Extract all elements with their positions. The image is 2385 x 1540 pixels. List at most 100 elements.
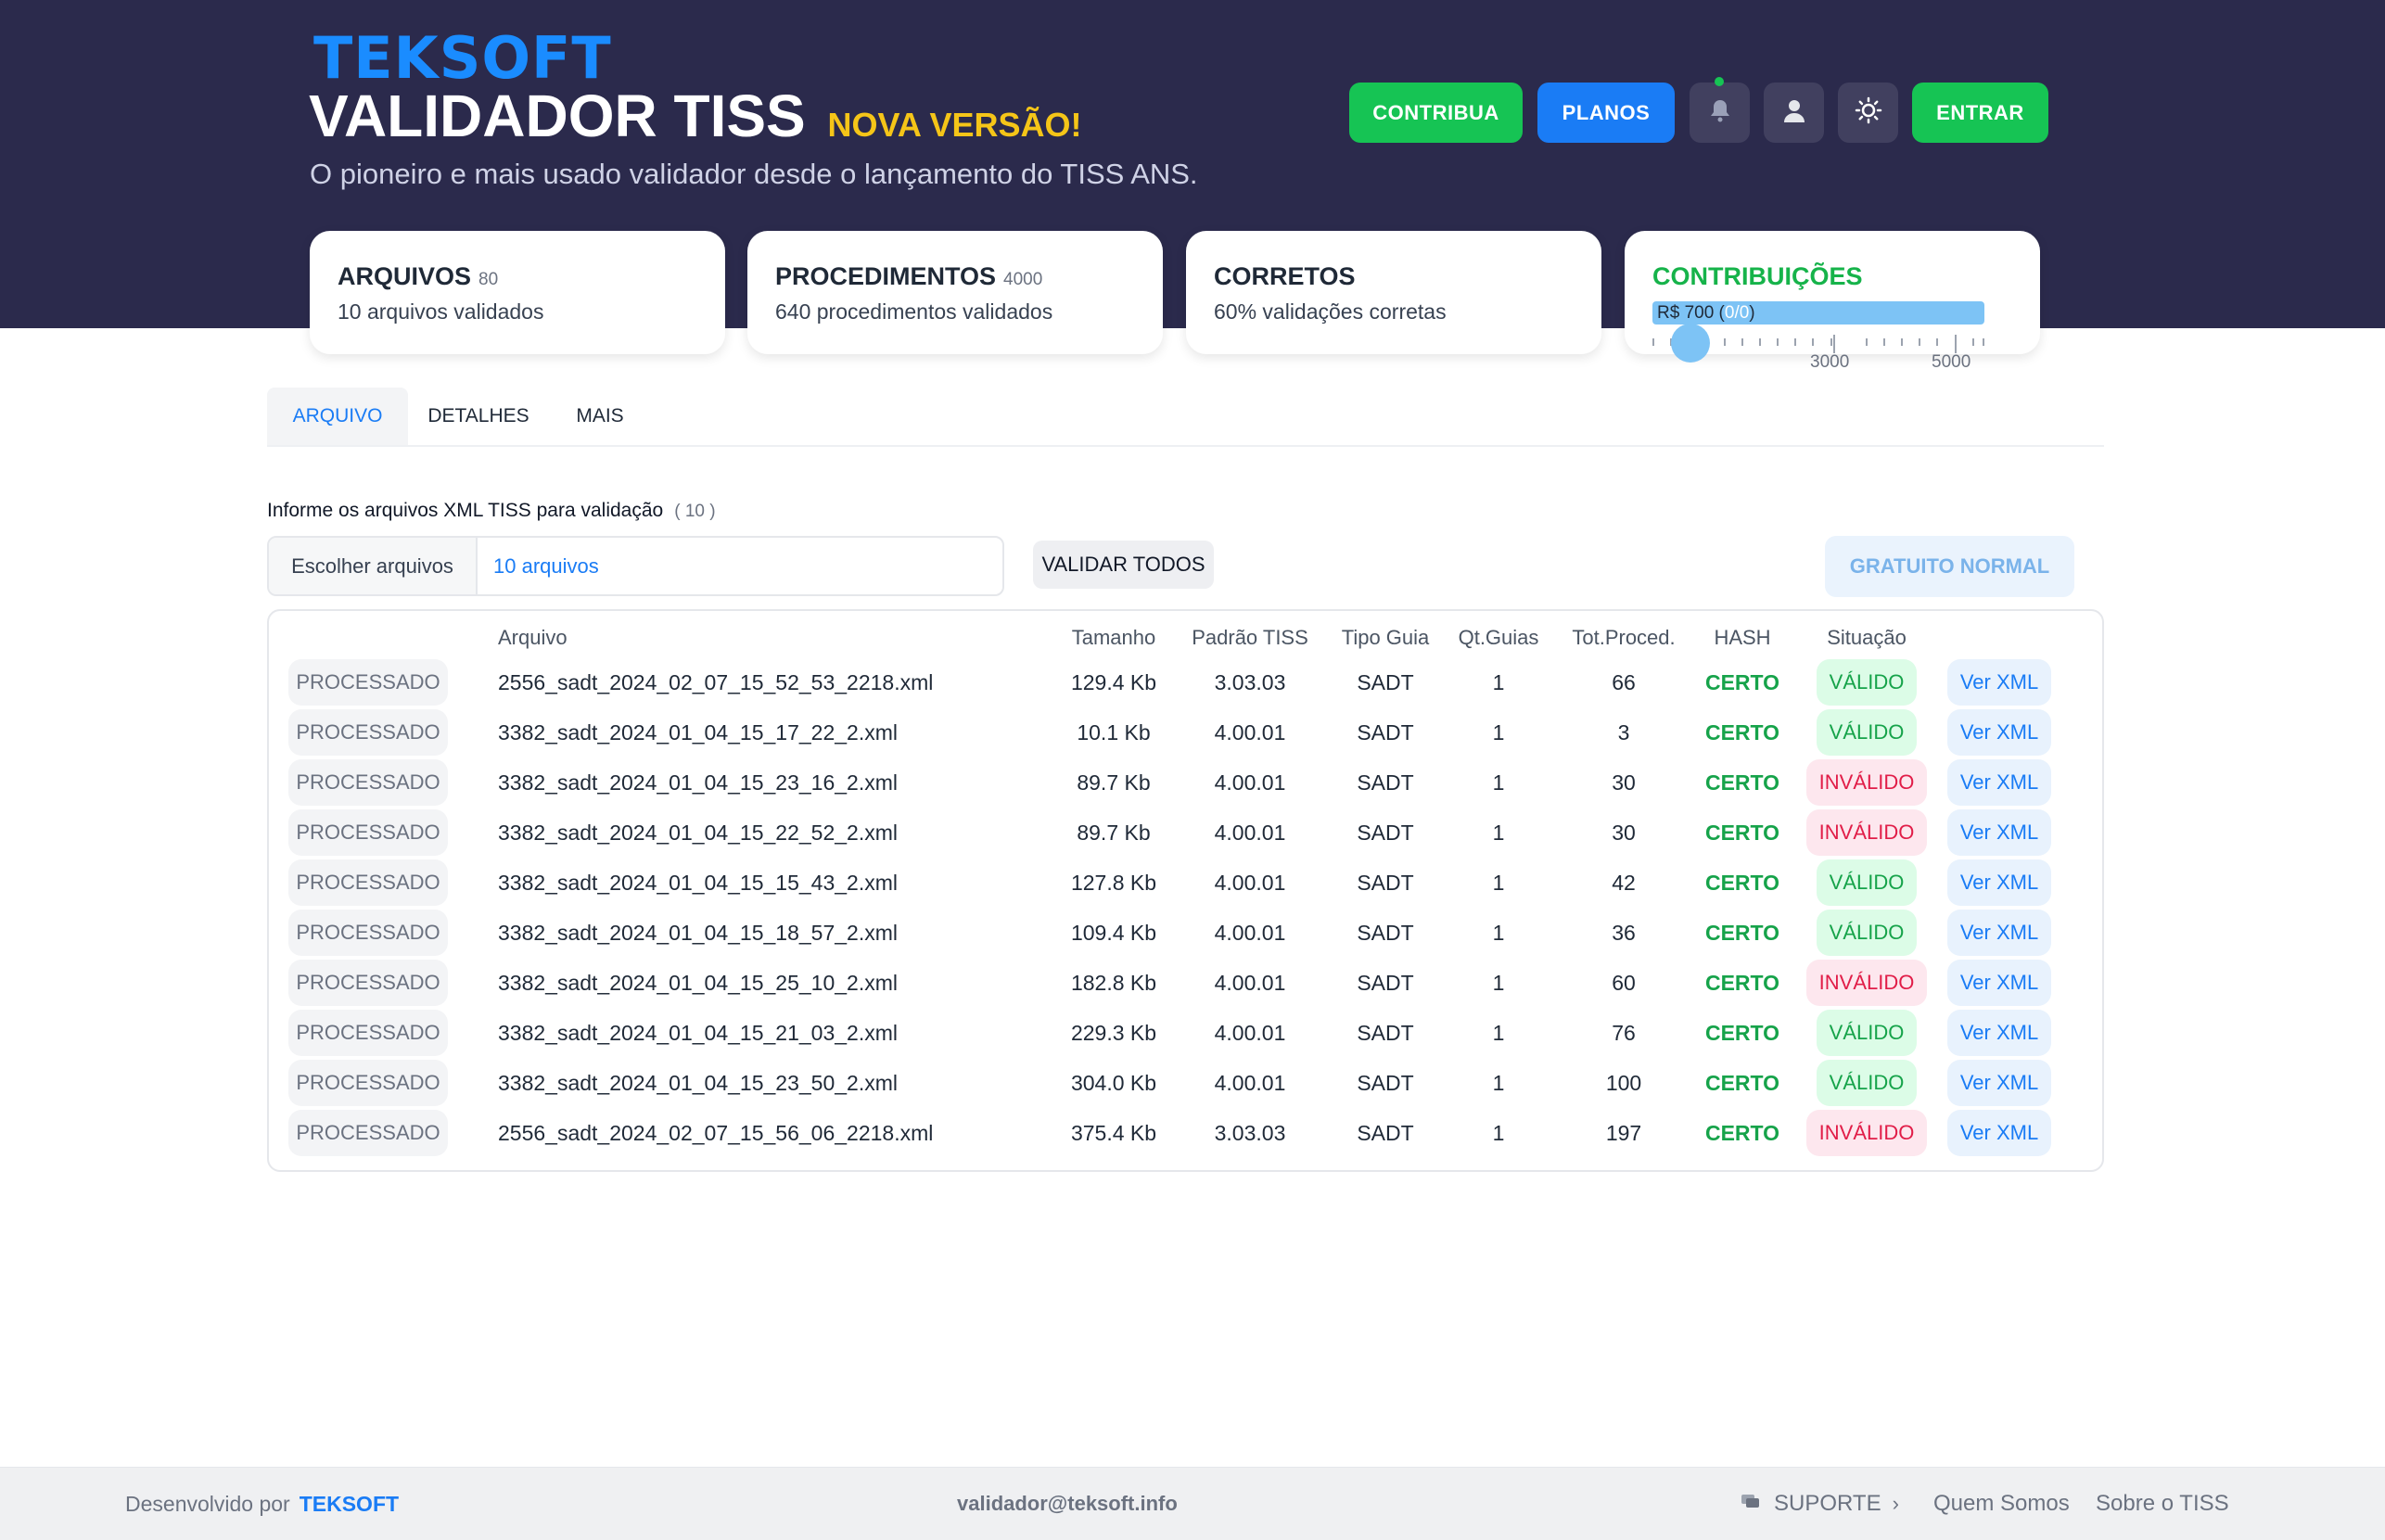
ver-xml-button[interactable]: Ver XML	[1947, 809, 2051, 856]
contribution-slider-thumb[interactable]	[1671, 324, 1710, 363]
upload-label: Informe os arquivos XML TISS para valida…	[267, 500, 716, 522]
notifications-button[interactable]	[1690, 83, 1750, 143]
row-size: 10.1 Kb	[1077, 720, 1151, 745]
row-situacao-badge: INVÁLIDO	[1806, 960, 1927, 1006]
row-qtguias: 1	[1492, 1121, 1505, 1145]
card-corretos: CORRETOS 60% validações corretas	[1186, 231, 1601, 354]
slider-tick	[1901, 338, 1903, 346]
row-status-badge: PROCESSADO	[288, 709, 448, 756]
progress-end: )	[1749, 303, 1755, 323]
slider-tick	[1759, 338, 1761, 346]
row-status-badge: PROCESSADO	[288, 659, 448, 706]
theme-toggle-button[interactable]	[1838, 83, 1898, 143]
ver-xml-button[interactable]: Ver XML	[1947, 859, 2051, 906]
row-tipo: SADT	[1357, 1071, 1414, 1095]
row-situacao-badge: VÁLIDO	[1817, 1010, 1917, 1056]
validate-all-button[interactable]: VALIDAR TODOS	[1033, 541, 1214, 589]
file-input[interactable]: Escolher arquivos 10 arquivos	[267, 536, 1004, 596]
row-qtguias: 1	[1492, 720, 1505, 745]
slider-tick	[1936, 338, 1938, 346]
row-qtguias: 1	[1492, 971, 1505, 995]
tab-detalhes[interactable]: DETALHES	[427, 405, 529, 426]
ver-xml-button[interactable]: Ver XML	[1947, 1010, 2051, 1056]
row-situacao-badge: VÁLIDO	[1817, 859, 1917, 906]
contribua-button[interactable]: CONTRIBUA	[1349, 83, 1523, 143]
ver-xml-button[interactable]: Ver XML	[1947, 659, 2051, 706]
card-arquivos: ARQUIVOS 80 10 arquivos validados	[310, 231, 725, 354]
row-qtguias: 1	[1492, 1021, 1505, 1045]
row-filename: 3382_sadt_2024_01_04_15_18_57_2.xml	[498, 921, 899, 945]
footer-email-link[interactable]: validador@teksoft.info	[957, 1492, 1178, 1515]
ver-xml-button[interactable]: Ver XML	[1947, 709, 2051, 756]
row-filename: 3382_sadt_2024_01_04_15_15_43_2.xml	[498, 871, 899, 895]
row-hash: CERTO	[1704, 821, 1780, 845]
row-totproced: 30	[1612, 821, 1636, 845]
entrar-button[interactable]: ENTRAR	[1912, 83, 2048, 143]
row-hash: CERTO	[1704, 971, 1780, 995]
row-status-badge: PROCESSADO	[288, 759, 448, 806]
card-procedimentos-subtitle: 640 procedimentos validados	[775, 299, 1053, 324]
row-padrao: 4.00.01	[1214, 821, 1286, 845]
row-situacao-badge: INVÁLIDO	[1806, 1110, 1927, 1156]
teksoft-logo[interactable]: TEKSOFT	[313, 24, 612, 92]
column-header-tipo: Tipo Guia	[1341, 626, 1430, 649]
table-row: PROCESSADO 3382_sadt_2024_01_04_15_18_57_…	[0, 908, 2385, 958]
slider-tick	[1983, 338, 1984, 346]
row-filename: 3382_sadt_2024_01_04_15_23_50_2.xml	[498, 1071, 899, 1095]
row-tipo: SADT	[1357, 871, 1414, 895]
ver-xml-button[interactable]: Ver XML	[1947, 960, 2051, 1006]
tab-arquivo[interactable]: ARQUIVO	[267, 388, 408, 445]
row-status-badge: PROCESSADO	[288, 960, 448, 1006]
ver-xml-button[interactable]: Ver XML	[1947, 1110, 2051, 1156]
row-tipo: SADT	[1357, 971, 1414, 995]
card-procedimentos: PROCEDIMENTOS 4000 640 procedimentos vali…	[747, 231, 1163, 354]
ver-xml-button[interactable]: Ver XML	[1947, 910, 2051, 956]
footer-brand-link[interactable]: TEKSOFT	[299, 1492, 400, 1516]
row-tipo: SADT	[1357, 1121, 1414, 1145]
row-size: 375.4 Kb	[1070, 1121, 1157, 1145]
row-size: 182.8 Kb	[1070, 971, 1157, 995]
row-hash: CERTO	[1704, 871, 1780, 895]
ver-xml-button[interactable]: Ver XML	[1947, 759, 2051, 806]
column-header-qtguias: Qt.Guias	[1458, 626, 1539, 649]
slider-tick	[1794, 338, 1796, 346]
slider-label-3000: 3000	[1810, 352, 1850, 372]
ver-xml-button[interactable]: Ver XML	[1947, 1060, 2051, 1106]
row-tipo: SADT	[1357, 821, 1414, 845]
tab-mais[interactable]: MAIS	[576, 405, 624, 426]
row-size: 129.4 Kb	[1070, 670, 1157, 694]
quem-somos-link[interactable]: Quem Somos	[1933, 1491, 2070, 1516]
row-hash: CERTO	[1704, 1021, 1780, 1045]
slider-label-5000: 5000	[1932, 352, 1971, 372]
row-totproced: 100	[1605, 1071, 1642, 1095]
table-row: PROCESSADO 3382_sadt_2024_01_04_15_15_43_…	[0, 858, 2385, 908]
row-filename: 2556_sadt_2024_02_07_15_56_06_2218.xml	[498, 1121, 934, 1145]
row-status-badge: PROCESSADO	[288, 809, 448, 856]
slider-tick	[1972, 338, 1974, 346]
row-padrao: 4.00.01	[1214, 720, 1286, 745]
row-tipo: SADT	[1357, 1021, 1414, 1045]
planos-button[interactable]: PLANOS	[1537, 83, 1675, 143]
sobre-tiss-link[interactable]: Sobre o TISS	[2096, 1491, 2229, 1516]
row-totproced: 66	[1612, 670, 1636, 694]
plan-button[interactable]: GRATUITO NORMAL	[1825, 536, 2074, 597]
row-totproced: 36	[1612, 921, 1636, 945]
row-padrao: 4.00.01	[1214, 871, 1286, 895]
column-header-situacao: Situação	[1827, 626, 1907, 649]
row-tipo: SADT	[1357, 720, 1414, 745]
progress-count: 0/0	[1724, 303, 1750, 323]
row-status-badge: PROCESSADO	[288, 1060, 448, 1106]
row-tipo: SADT	[1357, 921, 1414, 945]
suporte-link[interactable]: SUPORTE ›	[1741, 1468, 1899, 1540]
user-button[interactable]	[1764, 83, 1824, 143]
row-filename: 3382_sadt_2024_01_04_15_22_52_2.xml	[498, 821, 899, 845]
slider-tick	[1812, 338, 1814, 346]
row-status-badge: PROCESSADO	[288, 1010, 448, 1056]
table-row: PROCESSADO 3382_sadt_2024_01_04_15_17_22_…	[0, 707, 2385, 757]
upload-label-text: Informe os arquivos XML TISS para valida…	[267, 500, 664, 521]
row-size: 89.7 Kb	[1077, 770, 1151, 795]
page-title: VALIDADOR TISS NOVA VERSÃO!	[309, 82, 1082, 150]
row-size: 127.8 Kb	[1070, 871, 1157, 895]
slider-tick	[1955, 335, 1957, 353]
choose-files-button[interactable]: Escolher arquivos	[269, 538, 478, 594]
